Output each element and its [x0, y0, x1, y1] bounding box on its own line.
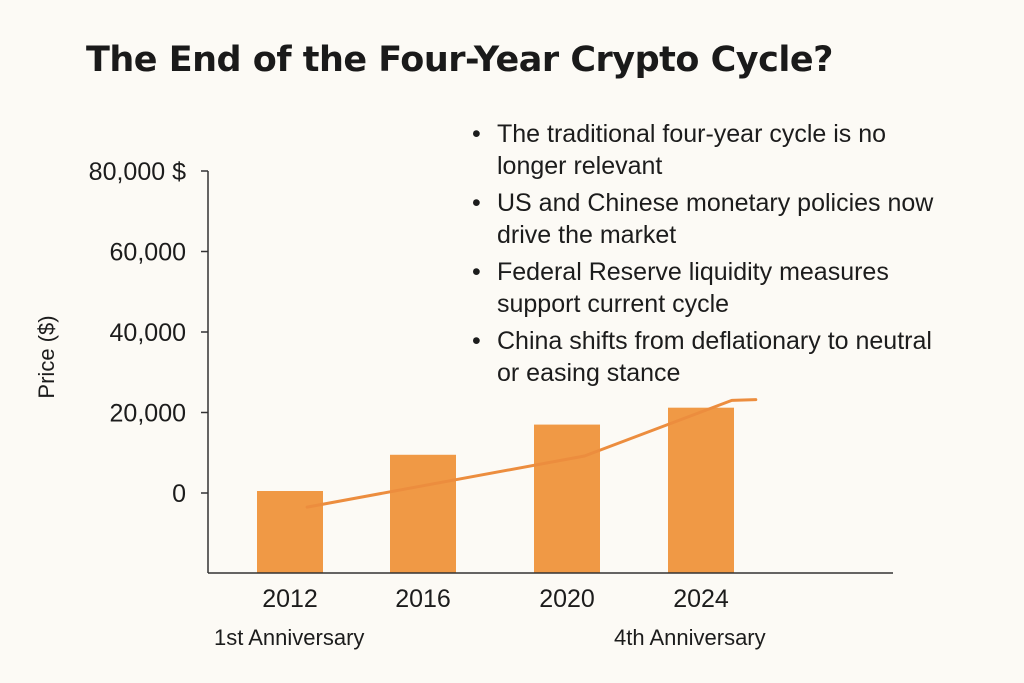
labels-layer: 80,000 $ 60,000 40,000 20,000 0 Price ($) 2012…	[34, 158, 766, 650]
y-tick-label: 20,000	[110, 400, 186, 428]
bullet-item: US and Chinese monetary policies now dri…	[472, 187, 952, 251]
x-tick-label: 2016	[395, 585, 451, 613]
bar-2016	[390, 454, 456, 573]
bar-2020	[534, 424, 600, 573]
bullet-item: China shifts from deflationary to neutra…	[472, 325, 952, 389]
bullet-item: The traditional four-year cycle is no lo…	[472, 118, 952, 182]
bullet-list: The traditional four-year cycle is no lo…	[472, 118, 952, 394]
y-tick-label: 60,000	[110, 239, 186, 267]
axes-layer	[201, 170, 893, 574]
x-tick-label: 2012	[262, 585, 318, 613]
bars-layer	[257, 407, 734, 573]
anniversary-label: 4th Anniversary	[614, 625, 766, 650]
trend-line-layer	[305, 398, 758, 509]
y-tick-label: 0	[172, 480, 186, 508]
y-axis-label: Price ($)	[34, 315, 59, 398]
bullet-item: Federal Reserve liquidity measures suppo…	[472, 256, 952, 320]
trend-line	[305, 398, 758, 509]
bar-2012	[257, 491, 323, 573]
y-tick-label: 80,000 $	[89, 158, 186, 186]
anniversary-label: 1st Anniversary	[214, 625, 364, 650]
chart-title: The End of the Four-Year Crypto Cycle?	[86, 40, 833, 80]
x-tick-label: 2024	[673, 585, 729, 613]
x-tick-label: 2020	[539, 585, 595, 613]
y-tick-label: 40,000	[110, 319, 186, 347]
bar-2024	[668, 407, 734, 573]
